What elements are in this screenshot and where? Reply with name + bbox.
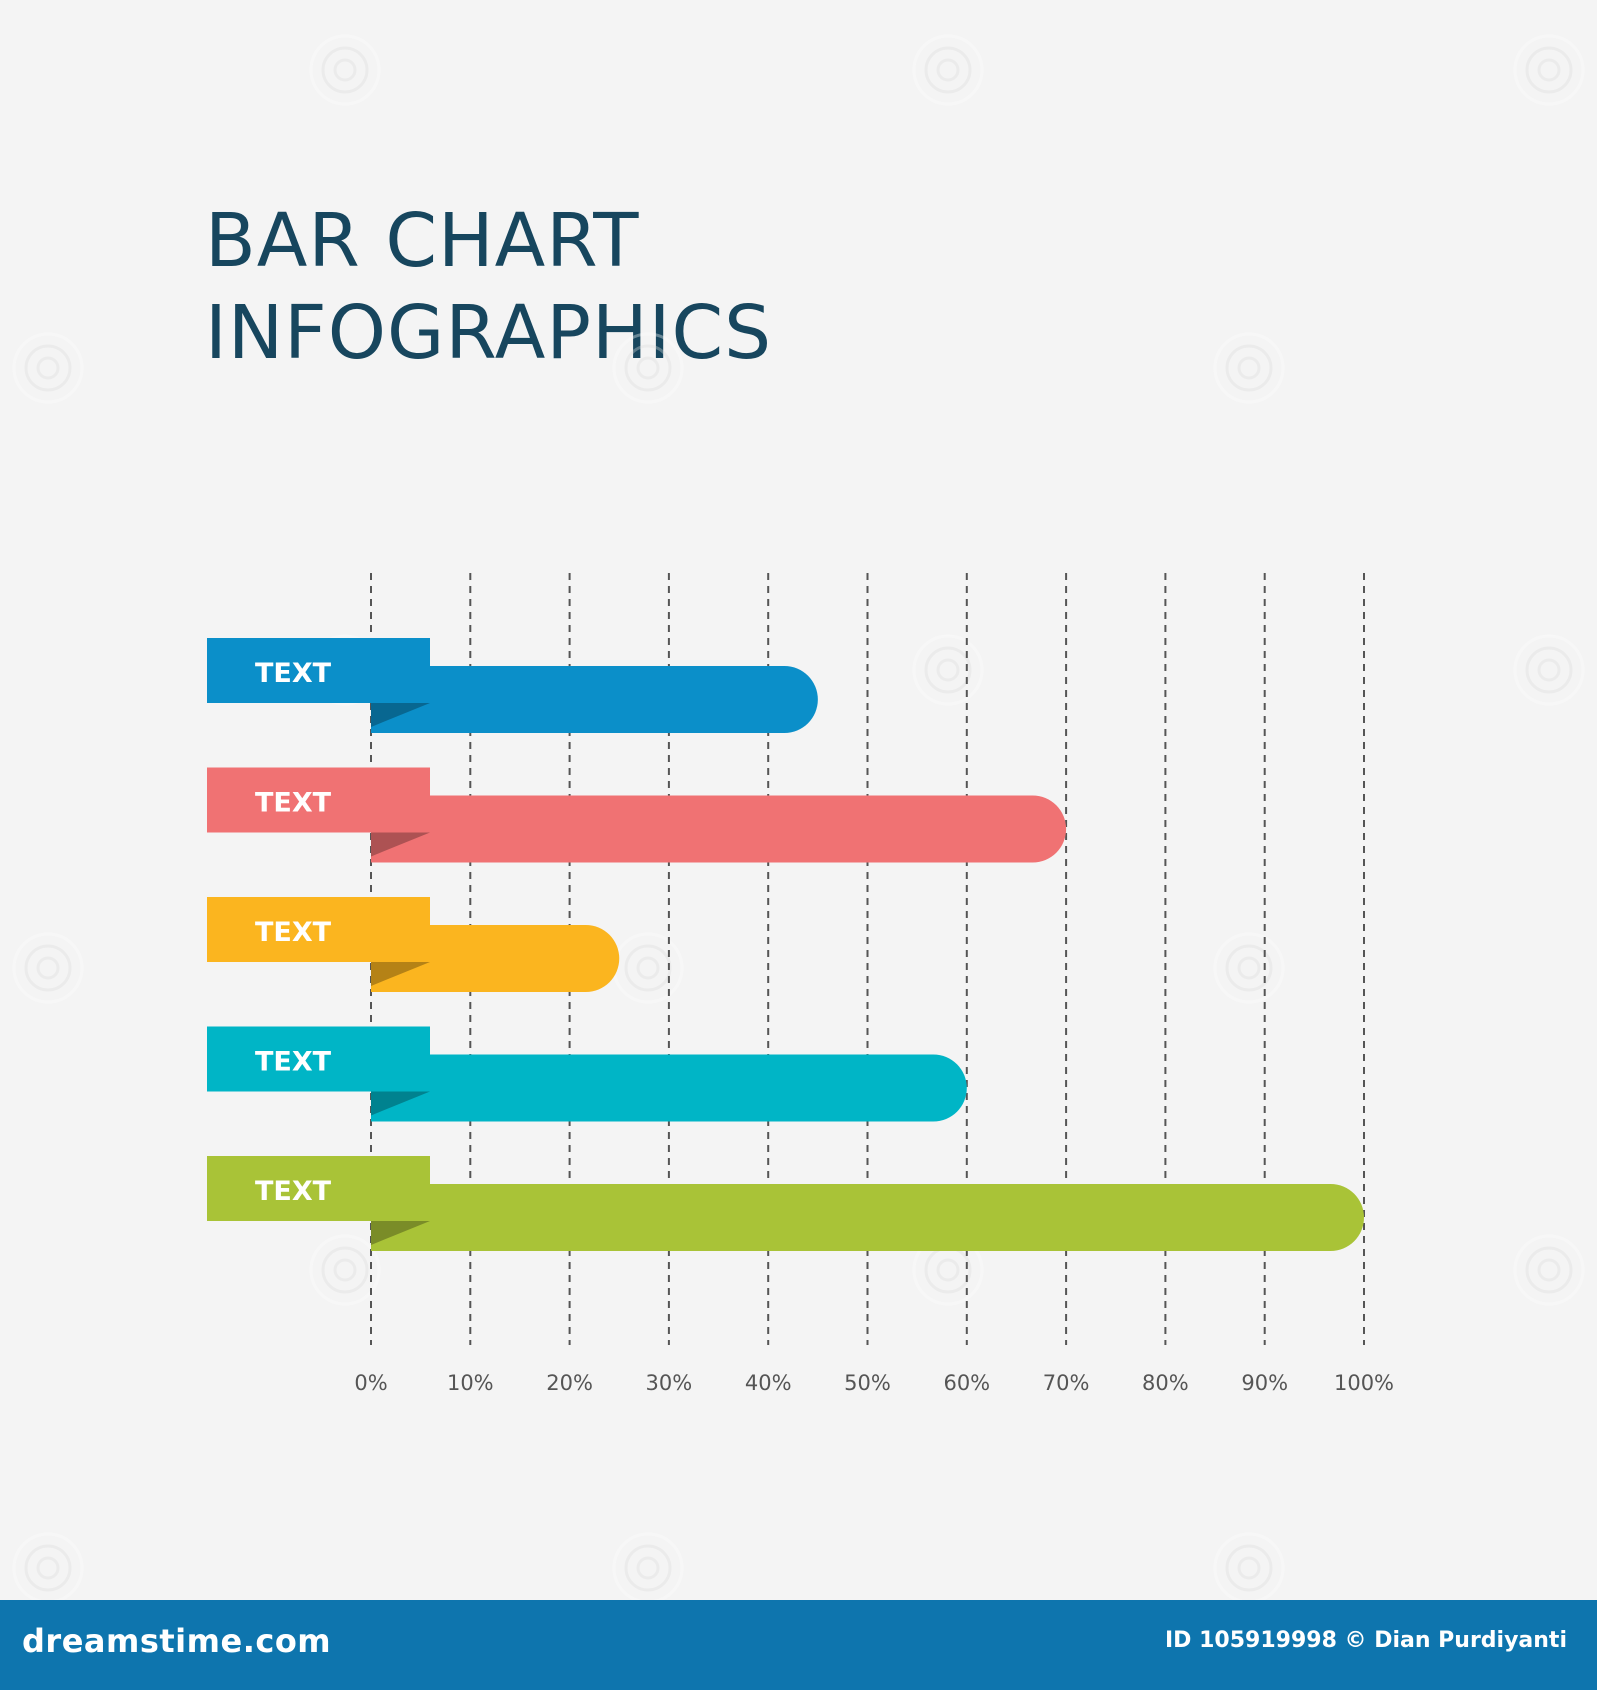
watermark-swirl-icon — [1513, 634, 1585, 706]
bar-label: TEXT — [255, 658, 332, 689]
bars: TEXT TEXT TEXT TEXT TEXT — [207, 638, 1364, 1251]
bar-label: TEXT — [255, 917, 332, 948]
watermark-swirl-icon — [912, 34, 984, 106]
chart-title: BAR CHART INFOGRAPHICS — [205, 195, 772, 379]
x-tick-label: 10% — [447, 1371, 494, 1395]
watermark-swirl-icon — [1513, 1234, 1585, 1306]
bar-group: TEXT — [207, 1026, 967, 1122]
bar-fold — [371, 1221, 430, 1245]
watermark-swirl-icon — [612, 932, 684, 1004]
x-tick-label: 40% — [745, 1371, 792, 1395]
x-tick-label: 60% — [943, 1371, 990, 1395]
watermark-swirl-icon — [1213, 932, 1285, 1004]
bar-fold — [371, 832, 430, 857]
bar-fold — [371, 962, 430, 986]
bar — [371, 925, 620, 992]
bar — [371, 1054, 967, 1122]
bar-group: TEXT — [207, 897, 620, 992]
watermark-swirl-icon — [612, 332, 684, 404]
bar-label: TEXT — [255, 788, 332, 819]
image-credit: ID 105919998 © Dian Purdiyanti — [1165, 1628, 1567, 1653]
chart-title-line-2: INFOGRAPHICS — [205, 290, 773, 376]
x-tick-label: 30% — [646, 1371, 693, 1395]
bar-group: TEXT — [207, 767, 1067, 863]
dreamstime-logo: dreamstime.com — [22, 1622, 332, 1660]
watermark-swirl-icon — [612, 1532, 684, 1604]
bar-label: TEXT — [255, 1176, 332, 1207]
chart-title-line-1: BAR CHART — [205, 198, 640, 284]
x-tick-label: 20% — [546, 1371, 593, 1395]
bar-fold — [371, 703, 430, 727]
watermark-swirl-icon — [1213, 1532, 1285, 1604]
x-tick-label: 90% — [1241, 1371, 1288, 1395]
bar-group: TEXT — [207, 638, 818, 733]
watermark-swirl-icon — [309, 34, 381, 106]
watermark-swirl-icon — [1513, 34, 1585, 106]
x-tick-label: 100% — [1334, 1371, 1394, 1395]
bar-group: TEXT — [207, 1156, 1364, 1251]
watermark-swirl-icon — [912, 634, 984, 706]
x-tick-label: 70% — [1043, 1371, 1090, 1395]
bar-fold — [371, 1091, 430, 1116]
bar — [371, 1184, 1364, 1251]
x-axis-ticks: 0% 10% 20% 30% 40% 50% 60% 70% 80% 90% 100% — [354, 1371, 1394, 1395]
x-tick-label: 50% — [844, 1371, 891, 1395]
watermark-swirl-icon — [12, 332, 84, 404]
footer-bar: dreamstime.com ID 105919998 © Dian Purdi… — [0, 1600, 1597, 1690]
bar-label-tag — [207, 638, 430, 703]
bar-label-tag — [207, 767, 430, 833]
watermark-swirl-icon — [1213, 332, 1285, 404]
x-tick-label: 80% — [1142, 1371, 1189, 1395]
bar-label-tag — [207, 897, 430, 962]
watermark-swirl-icon — [12, 1532, 84, 1604]
bar-label: TEXT — [255, 1047, 332, 1078]
bar — [371, 666, 818, 733]
x-tick-label: 0% — [354, 1371, 387, 1395]
bar-label-tag — [207, 1026, 430, 1092]
bar — [371, 795, 1067, 863]
watermark-swirl-icon — [12, 932, 84, 1004]
bar-label-tag — [207, 1156, 430, 1221]
watermark-swirl-icon — [309, 1234, 381, 1306]
